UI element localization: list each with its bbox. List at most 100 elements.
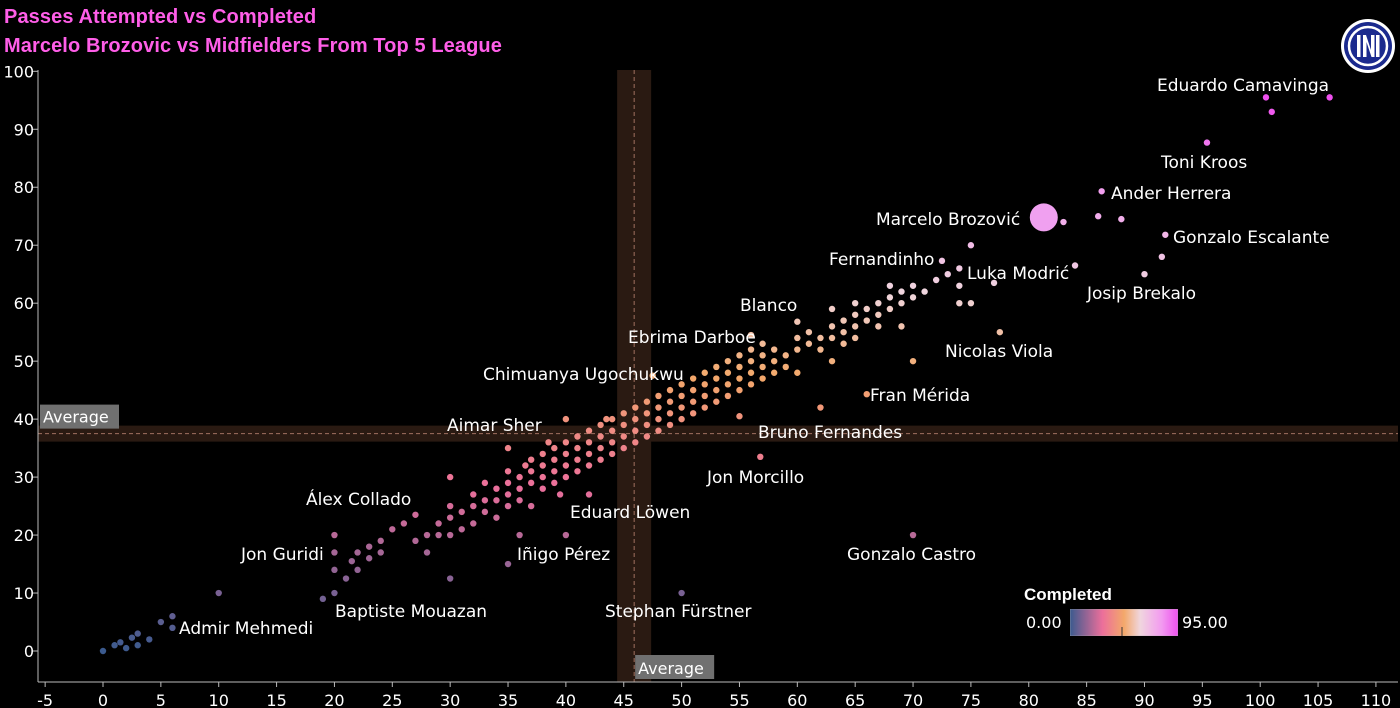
- x-tick-label: -5: [37, 691, 53, 708]
- data-point: [504, 479, 512, 487]
- data-point: [574, 433, 581, 440]
- data-point: [493, 514, 500, 521]
- data-point: [493, 497, 500, 504]
- x-tick-label: 80: [1019, 691, 1039, 708]
- data-point: [782, 363, 789, 371]
- x-tick-label: 35: [498, 691, 518, 708]
- data-point: [747, 346, 755, 353]
- data-point: [527, 456, 535, 463]
- x-tick-label: 110: [1361, 691, 1392, 708]
- data-point: [574, 468, 581, 475]
- data-point: [689, 386, 697, 394]
- data-point: [522, 462, 529, 469]
- data-point: [956, 299, 963, 307]
- x-tick-label: 95: [1192, 691, 1212, 708]
- data-point: [898, 323, 905, 330]
- data-point: [678, 415, 685, 423]
- x-tick-label: 105: [1303, 691, 1334, 708]
- data-point: [632, 427, 639, 434]
- data-point: [470, 520, 477, 527]
- data-point: [458, 526, 465, 533]
- data-point: [516, 531, 523, 539]
- data-point: [655, 404, 662, 411]
- y-tick-label: 80: [14, 178, 34, 197]
- data-point: [747, 369, 755, 376]
- data-point: [585, 491, 593, 498]
- data-point: [556, 491, 564, 498]
- y-average-label-box: [40, 404, 119, 429]
- player-label: Eduardo Camavinga: [1157, 76, 1329, 96]
- data-point: [938, 257, 946, 265]
- y-tick-label: 20: [14, 526, 34, 545]
- data-point: [770, 346, 778, 353]
- data-point: [365, 555, 373, 562]
- data-point: [562, 473, 570, 481]
- player-label: Luka Modrić: [967, 264, 1069, 284]
- data-point: [817, 404, 824, 411]
- player-label: Álex Collado: [306, 488, 411, 510]
- data-point: [117, 639, 124, 646]
- data-point: [608, 427, 616, 434]
- data-point: [412, 537, 419, 545]
- player-label: Chimuanya Ugochukwu: [483, 365, 684, 385]
- y-tick-label: 0: [24, 642, 34, 661]
- color-scale-bar: [1070, 609, 1178, 636]
- data-point: [643, 421, 651, 429]
- data-point: [377, 537, 384, 545]
- chart-subtitle: Marcelo Brozovic vs Midfielders From Top…: [4, 35, 502, 57]
- x-tick-label: 55: [729, 691, 749, 708]
- data-point: [128, 634, 136, 641]
- x-tick-label: 65: [845, 691, 865, 708]
- data-point: [1094, 213, 1102, 220]
- x-tick-label: 5: [156, 691, 166, 708]
- player-label: Gonzalo Castro: [847, 545, 976, 565]
- x-tick-label: 20: [324, 691, 344, 708]
- data-point: [122, 644, 130, 652]
- data-point: [493, 485, 500, 492]
- data-point: [169, 613, 176, 620]
- data-point: [1162, 231, 1169, 238]
- player-label: Bruno Fernandes: [758, 423, 902, 443]
- player-label: Marcelo Brozović: [876, 210, 1020, 230]
- data-point: [759, 340, 766, 347]
- data-point: [585, 450, 593, 458]
- data-point: [666, 398, 674, 405]
- data-point: [747, 357, 755, 365]
- data-point: [736, 375, 743, 382]
- x-tick-label: 30: [440, 691, 460, 708]
- y-tick-label: 50: [14, 352, 34, 371]
- data-point: [539, 473, 546, 481]
- data-point: [805, 328, 813, 336]
- data-point: [99, 647, 107, 655]
- data-point: [354, 549, 361, 556]
- data-point: [516, 497, 523, 504]
- data-point: [377, 549, 384, 556]
- data-point: [423, 549, 431, 556]
- data-point: [724, 392, 732, 400]
- data-point: [689, 375, 697, 382]
- y-tick-label: 100: [3, 62, 34, 81]
- data-point: [678, 404, 685, 411]
- data-point: [597, 444, 604, 452]
- data-point: [134, 642, 141, 649]
- data-point: [828, 305, 836, 313]
- data-point: [886, 305, 894, 313]
- data-point: [886, 282, 894, 289]
- data-point: [701, 404, 708, 411]
- data-point: [574, 444, 581, 452]
- y-average-label: Average: [43, 408, 109, 427]
- x-tick-label: 85: [1076, 691, 1096, 708]
- data-point: [817, 334, 824, 342]
- data-point: [331, 549, 338, 556]
- data-point: [655, 392, 662, 400]
- data-point: [516, 473, 523, 481]
- data-point: [794, 369, 801, 376]
- data-point: [794, 334, 801, 342]
- player-label: Josip Brekalo: [1086, 284, 1196, 304]
- data-point: [585, 462, 593, 469]
- data-point: [643, 410, 651, 417]
- data-point: [331, 589, 338, 597]
- data-point: [747, 331, 755, 339]
- player-label: Admir Mehmedi: [179, 619, 313, 639]
- data-point: [446, 502, 454, 510]
